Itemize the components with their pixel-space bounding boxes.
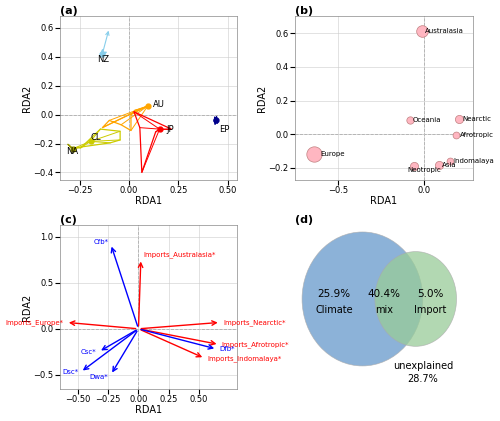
Text: Climate: Climate [315, 305, 353, 315]
Text: (d): (d) [295, 215, 313, 225]
X-axis label: RDA1: RDA1 [135, 405, 162, 416]
Text: JP: JP [166, 125, 174, 133]
Text: (c): (c) [60, 215, 77, 225]
Text: Imports_Nearctic*: Imports_Nearctic* [223, 319, 286, 326]
X-axis label: RDA1: RDA1 [135, 196, 162, 206]
X-axis label: RDA1: RDA1 [370, 196, 398, 206]
Text: 5.0%: 5.0% [416, 289, 443, 299]
Text: Asia: Asia [442, 162, 457, 168]
Text: Imports_Europe*: Imports_Europe* [6, 319, 64, 326]
Text: Import: Import [414, 305, 446, 315]
Y-axis label: RDA2: RDA2 [257, 84, 267, 112]
Text: Dsc*: Dsc* [62, 369, 78, 375]
Text: NA: NA [66, 147, 78, 156]
Point [435, 161, 443, 168]
Text: Nearctic: Nearctic [462, 116, 491, 122]
Point [454, 116, 462, 123]
Text: Neotropic: Neotropic [407, 168, 441, 173]
Text: Imports_Afrotropic*: Imports_Afrotropic* [222, 341, 290, 348]
Text: (b): (b) [295, 5, 313, 16]
Ellipse shape [302, 232, 423, 366]
Text: Csc*: Csc* [80, 349, 96, 355]
Y-axis label: RDA2: RDA2 [22, 84, 32, 112]
Text: (a): (a) [60, 5, 78, 16]
Point [406, 117, 413, 123]
Text: Dwa*: Dwa* [90, 374, 108, 380]
Text: Imports_Indomalaya*: Imports_Indomalaya* [208, 355, 282, 362]
Text: Afrotropic: Afrotropic [460, 132, 494, 138]
Point [310, 150, 318, 157]
Text: NZ: NZ [98, 55, 110, 64]
Ellipse shape [375, 252, 456, 346]
Text: Europe: Europe [321, 151, 345, 157]
Text: AU: AU [152, 100, 164, 109]
Text: mix: mix [374, 305, 392, 315]
Point [452, 132, 460, 139]
Text: Indomalaya: Indomalaya [454, 158, 494, 164]
Text: CL: CL [90, 133, 101, 141]
Point [446, 158, 454, 165]
Text: unexplained: unexplained [392, 361, 453, 371]
Point [410, 163, 418, 170]
Text: Dfb*: Dfb* [220, 346, 235, 352]
Text: Oceania: Oceania [413, 117, 442, 123]
Y-axis label: RDA2: RDA2 [22, 293, 32, 321]
Text: 40.4%: 40.4% [367, 289, 400, 299]
Text: 28.7%: 28.7% [408, 374, 438, 384]
Text: Cfb*: Cfb* [94, 239, 108, 245]
Text: Imports_Australasia*: Imports_Australasia* [144, 252, 216, 258]
Point [418, 28, 426, 35]
Text: Australasia: Australasia [425, 29, 464, 35]
Text: 25.9%: 25.9% [318, 289, 350, 299]
Text: EP: EP [219, 125, 229, 133]
